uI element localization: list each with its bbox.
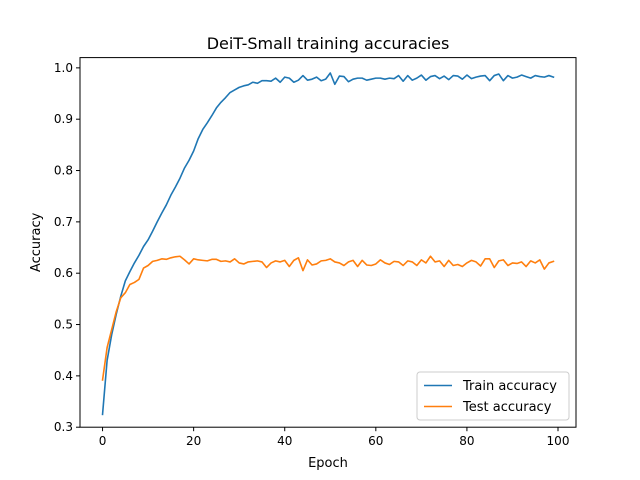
y-tick-label: 1.0 (54, 61, 73, 75)
legend-label-test: Test accuracy (462, 400, 552, 415)
series-line-test (101, 255, 555, 381)
legend-label-train: Train accuracy (462, 379, 557, 394)
y-tick-label: 0.9 (54, 112, 73, 126)
y-axis-label: Accuracy (29, 212, 44, 272)
x-axis: 0 20 40 60 80 100 (99, 427, 570, 448)
series-layer (101, 72, 555, 416)
chart-title: DeiT-Small training accuracies (207, 34, 450, 53)
x-tick-label: 0 (99, 434, 107, 448)
plot-frame (79, 57, 577, 428)
x-tick-label: 100 (547, 434, 570, 448)
x-tick-label: 80 (459, 434, 474, 448)
y-axis: 0.3 0.4 0.5 0.6 0.7 0.8 0.9 1.0 (54, 61, 80, 434)
y-tick-label: 0.8 (54, 164, 73, 178)
y-tick-label: 0.3 (54, 420, 73, 434)
series-line-train (101, 72, 555, 416)
x-tick-label: 40 (277, 434, 292, 448)
x-tick-label: 60 (368, 434, 383, 448)
plot-area (79, 57, 577, 428)
legend: Train accuracy Test accuracy (416, 371, 570, 421)
y-tick-label: 0.5 (54, 318, 73, 332)
y-tick-label: 0.7 (54, 215, 73, 229)
x-tick-label: 20 (186, 434, 201, 448)
legend-box (416, 371, 570, 421)
y-tick-label: 0.4 (54, 369, 73, 383)
x-axis-label: Epoch (308, 456, 348, 471)
y-tick-label: 0.6 (54, 266, 73, 280)
